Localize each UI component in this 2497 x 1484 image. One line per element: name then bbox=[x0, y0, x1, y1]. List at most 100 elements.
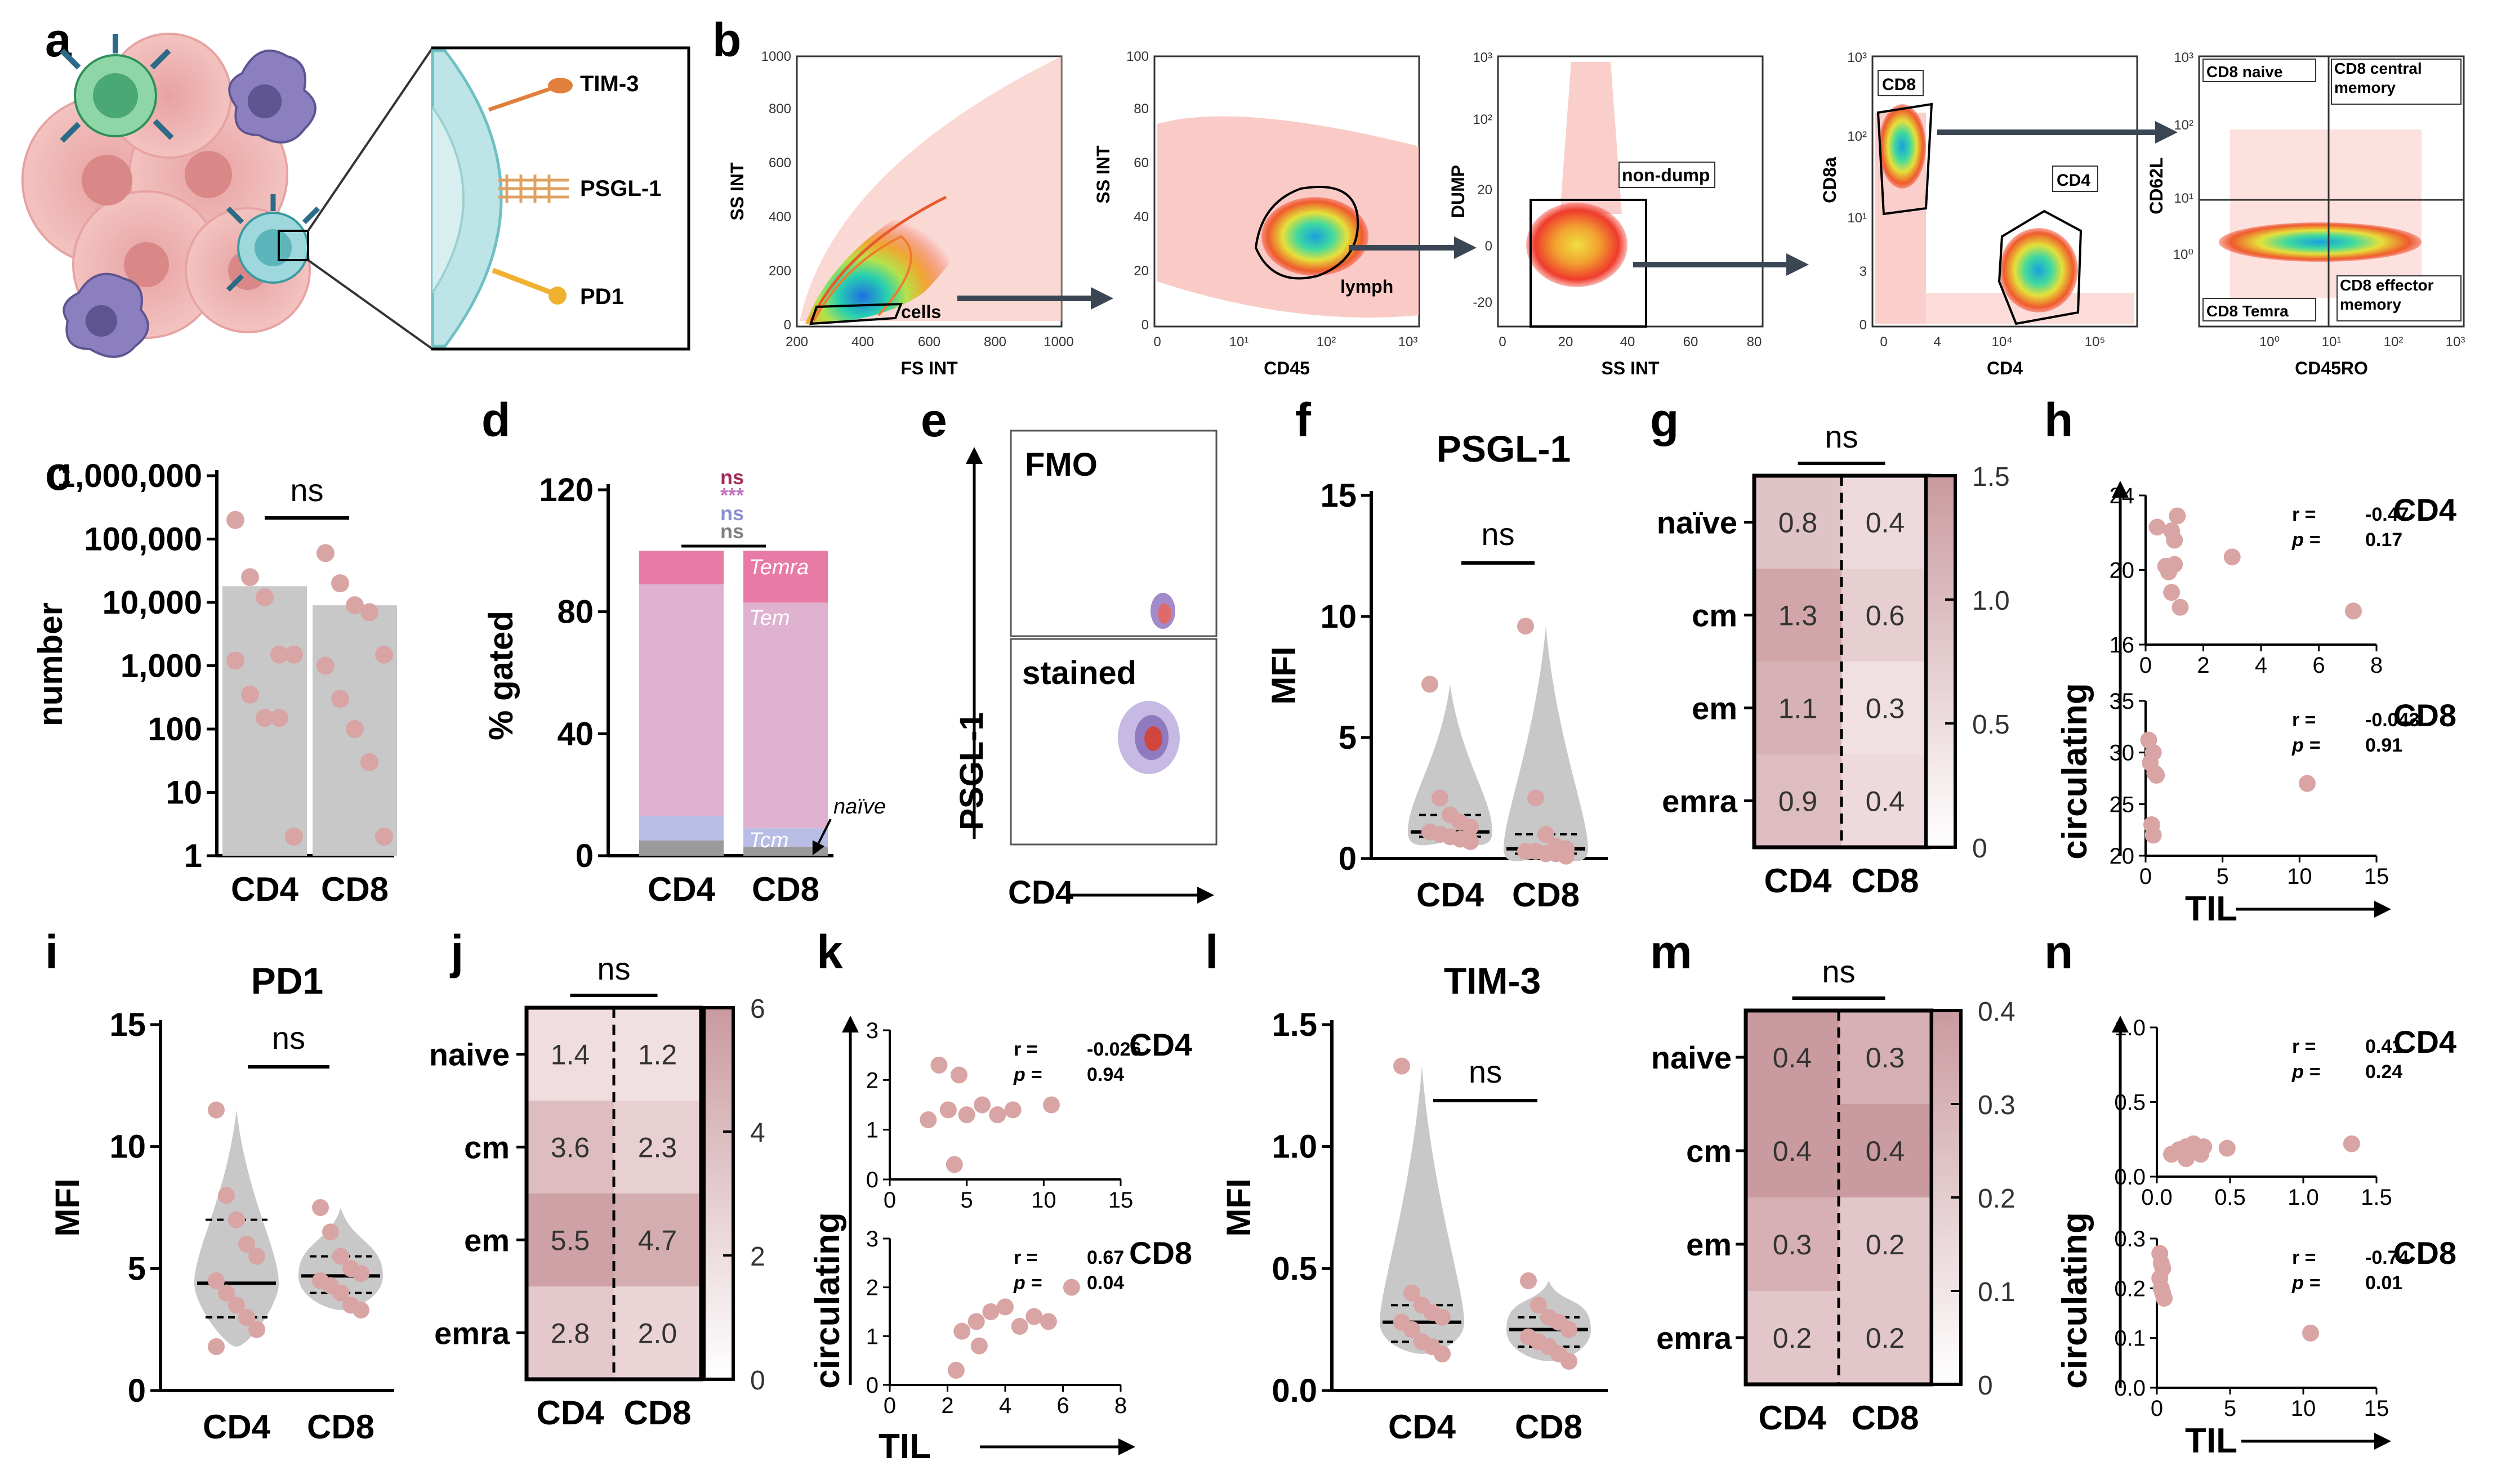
data-point bbox=[208, 1272, 225, 1289]
data-point bbox=[1063, 1279, 1080, 1296]
flow-5-xtick: 10¹ bbox=[2322, 334, 2342, 350]
significance-label: *** bbox=[720, 484, 744, 507]
flow-3-xtick: 60 bbox=[1683, 334, 1698, 350]
label-tim3: TIM-3 bbox=[580, 71, 639, 96]
flow-1-ylabel: SS INT bbox=[727, 162, 747, 221]
heat-value: 0.4 bbox=[1866, 1136, 1905, 1167]
segment-label-tem: Tem bbox=[749, 606, 790, 630]
x-tick-label: 2 bbox=[2197, 653, 2209, 678]
subplot-label: CD4 bbox=[2393, 1024, 2456, 1060]
r-prefix: r = bbox=[1014, 1247, 1038, 1268]
flow-3-ytick: -20 bbox=[1473, 295, 1492, 310]
y-tick-label: 3 bbox=[866, 1227, 879, 1251]
heat-value: 0.3 bbox=[1866, 693, 1905, 725]
x-tick-label: 8 bbox=[1114, 1393, 1127, 1418]
data-point bbox=[1403, 1321, 1420, 1338]
p-prefix: p = bbox=[2291, 1272, 2320, 1294]
y-axis-label: circulating bbox=[808, 1212, 847, 1389]
x-tick-label: 0 bbox=[2151, 1396, 2163, 1421]
colorbar-label: 1.0 bbox=[1972, 586, 2010, 616]
subplot-label: CD8 bbox=[2393, 698, 2456, 733]
x-tick-label: 1.5 bbox=[2361, 1185, 2392, 1210]
y-tick-label: 120 bbox=[539, 472, 594, 508]
flow-5-ytick: 10³ bbox=[2174, 50, 2193, 65]
data-point bbox=[1011, 1318, 1028, 1335]
heat-value: 2.8 bbox=[551, 1318, 590, 1349]
y-tick-label: 0.0 bbox=[1272, 1373, 1317, 1409]
data-point bbox=[270, 709, 288, 727]
data-point bbox=[228, 1297, 245, 1314]
flow-1-ytick: 400 bbox=[769, 209, 791, 225]
data-point bbox=[970, 1337, 988, 1355]
y-tick-label: 20 bbox=[2110, 844, 2135, 869]
data-point bbox=[285, 828, 303, 846]
r-value: -0.043 bbox=[2365, 709, 2419, 731]
y-axis-label: circulating bbox=[2055, 683, 2094, 860]
color-bar bbox=[1924, 474, 1957, 849]
x-tick-label: 15 bbox=[2364, 864, 2389, 889]
heat-value: 0.4 bbox=[1866, 507, 1905, 539]
panel-letter-g: g bbox=[1650, 394, 1679, 446]
label-fmo: FMO bbox=[1025, 446, 1098, 483]
row-label: naive bbox=[429, 1037, 510, 1072]
heat-value: 0.2 bbox=[1773, 1322, 1812, 1354]
flow-1-xtick: 200 bbox=[786, 334, 808, 350]
data-point bbox=[331, 690, 349, 708]
flow-plot-4: CD8 CD4 CD4 CD8a 0 4 10⁴ 10⁵ 0 3 10¹ 10²… bbox=[1820, 50, 2138, 378]
heat-value: 1.3 bbox=[1778, 600, 1818, 632]
flow-4-ytick: 3 bbox=[1860, 264, 1867, 279]
flow-4-ytick: 10¹ bbox=[1847, 211, 1867, 226]
y-tick-label: 0 bbox=[866, 1168, 879, 1192]
chart-title: PSGL-1 bbox=[1437, 428, 1571, 470]
y-axis-label: MFI bbox=[48, 1178, 86, 1236]
data-point bbox=[1527, 789, 1544, 807]
row-label: naive bbox=[1651, 1040, 1732, 1075]
e-ylabel: PSGL-1 bbox=[953, 712, 990, 830]
flow-4-xlabel: CD4 bbox=[1987, 358, 2023, 378]
data-point bbox=[2144, 826, 2162, 844]
flow-2-ytick: 100 bbox=[1126, 49, 1149, 64]
zoom-line bbox=[307, 259, 434, 350]
p-prefix: p = bbox=[1013, 1272, 1042, 1294]
colorbar-label: 2 bbox=[750, 1242, 765, 1272]
heat-value: 0.9 bbox=[1778, 786, 1818, 817]
bar-segment-Temra bbox=[743, 551, 828, 603]
x-tick-label: CD8 bbox=[307, 1408, 374, 1446]
nucleus bbox=[124, 242, 169, 287]
gate-label-cells: cells bbox=[901, 302, 941, 322]
x-tick-label: 0 bbox=[2139, 653, 2152, 678]
heat-cell bbox=[527, 1286, 614, 1379]
flow-1-ytick: 800 bbox=[769, 101, 791, 117]
r-value: -0.74 bbox=[2365, 1247, 2409, 1268]
tim3-receptor-icon bbox=[488, 78, 573, 112]
panel-letter-h: h bbox=[2044, 394, 2073, 446]
y-tick-label: 20 bbox=[2110, 558, 2135, 583]
x-tick-label: 5 bbox=[961, 1188, 973, 1213]
x-tick-label: 4 bbox=[2255, 653, 2267, 678]
y-tick-label: 10,000 bbox=[102, 584, 202, 621]
segment-label-temra: Temra bbox=[749, 556, 809, 579]
y-tick-label: 1.0 bbox=[1272, 1129, 1317, 1165]
data-point bbox=[312, 1199, 329, 1216]
column-label: CD4 bbox=[536, 1394, 604, 1432]
colorbar-label: 0 bbox=[750, 1366, 765, 1396]
data-point bbox=[967, 1313, 985, 1330]
x-tick-label: CD4 bbox=[1416, 876, 1484, 914]
data-point bbox=[2156, 1290, 2173, 1307]
data-point bbox=[1004, 1101, 1022, 1119]
flow-4-ylabel: CD8a bbox=[1820, 157, 1840, 203]
flow-2-ytick: 40 bbox=[1134, 209, 1149, 225]
row-label: naïve bbox=[1657, 505, 1737, 540]
flow-3-ylabel: DUMP bbox=[1448, 165, 1468, 218]
heat-cell bbox=[614, 1101, 701, 1194]
y-tick-label: 0 bbox=[866, 1373, 879, 1398]
flow-2-ytick: 0 bbox=[1142, 318, 1149, 333]
data-point bbox=[1558, 847, 1575, 865]
p-prefix: p = bbox=[2291, 1061, 2320, 1083]
heat-value: 5.5 bbox=[551, 1225, 590, 1257]
panel-letter-m: m bbox=[1650, 926, 1692, 978]
r-prefix: r = bbox=[1014, 1039, 1038, 1060]
heat-cell bbox=[1754, 754, 1841, 847]
heat-cell bbox=[1746, 1197, 1839, 1291]
